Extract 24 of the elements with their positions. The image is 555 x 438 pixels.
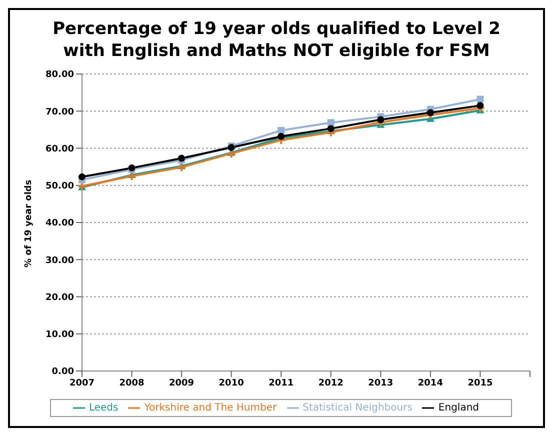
x-tick-label: 2015 <box>468 378 493 388</box>
x-tick-label: 2008 <box>119 378 144 388</box>
y-tick-label: 10.00 <box>46 330 74 340</box>
y-tick-label: 80.00 <box>46 70 74 80</box>
y-tick-label: 70.00 <box>46 107 74 118</box>
legend-label: Yorkshire and The Humber <box>144 402 277 414</box>
x-tick-label: 2011 <box>268 378 294 388</box>
x-tick-label: 2009 <box>169 378 194 388</box>
y-tick-label: 50.00 <box>46 182 74 192</box>
x-tick-label: 2010 <box>218 378 244 388</box>
x-tick-label: 2012 <box>318 378 344 388</box>
y-tick-label: 0.00 <box>52 367 74 378</box>
legend-label: England <box>438 402 480 414</box>
y-tick-label: 40.00 <box>46 218 74 229</box>
x-tick-label: 2013 <box>368 378 394 388</box>
x-tick-label: 2014 <box>418 378 443 388</box>
y-tick-label: 30.00 <box>46 256 74 266</box>
y-tick-label: 20.00 <box>46 292 74 303</box>
legend-label: Statistical Neighbours <box>302 402 412 414</box>
x-tick-label: 2007 <box>69 378 95 388</box>
y-tick-label: 60.00 <box>46 144 74 154</box>
legend-label: Leeds <box>88 402 118 414</box>
y-axis-title: % of 19 year olds <box>24 180 34 268</box>
chart-title: Percentage of 19 year olds qualified to Level 2 with English and Maths NOT eligible for FSM <box>52 18 502 62</box>
